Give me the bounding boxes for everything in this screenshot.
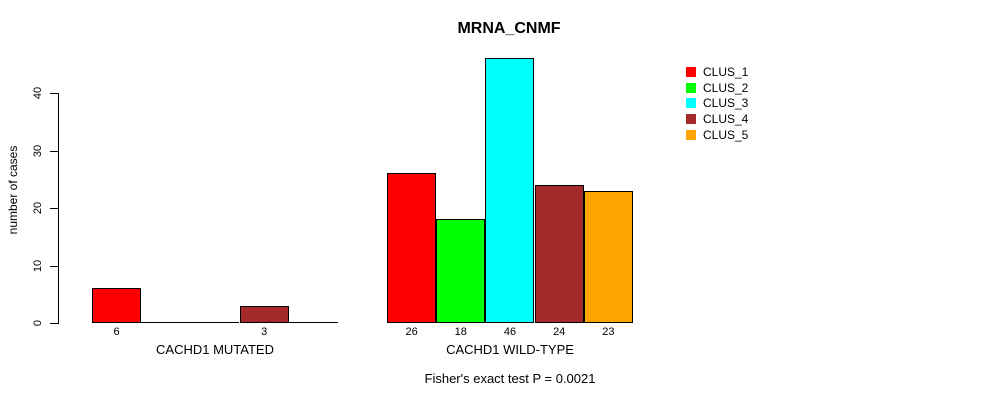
legend-label: CLUS_2	[703, 80, 749, 95]
bar-value-label: 23	[602, 326, 615, 338]
bar-value-label: 24	[553, 326, 566, 338]
y-tick-label: 10	[32, 259, 44, 272]
y-tick-label: 30	[32, 144, 44, 157]
zero-height-bar	[289, 322, 338, 323]
bar-value-label: 26	[405, 326, 418, 338]
y-tick-mark	[50, 265, 58, 267]
legend-label: CLUS_5	[703, 127, 749, 142]
bar-clus_4	[535, 185, 584, 323]
bar-clus_3	[485, 58, 534, 323]
y-tick-mark	[50, 323, 58, 324]
bar-value-label: 46	[503, 326, 517, 338]
y-axis-label: number of cases	[6, 145, 20, 235]
legend-swatch-icon	[686, 82, 696, 93]
bar-clus_2	[436, 219, 485, 323]
zero-height-bar	[190, 322, 239, 323]
bar-clus_1	[387, 173, 436, 323]
group-label-wildtype: CACHD1 WILD-TYPE	[446, 342, 574, 357]
zero-height-bar	[141, 322, 190, 323]
y-tick-label: 0	[32, 319, 44, 327]
y-tick-label: 40	[32, 86, 44, 100]
y-axis-line	[58, 93, 59, 324]
fisher-test-annotation: Fisher's exact test P = 0.0021	[424, 371, 596, 386]
bar-value-label: 3	[261, 326, 268, 338]
y-tick-mark	[50, 208, 58, 209]
chart-title: MRNA_CNMF	[457, 20, 561, 37]
bar-clus_5	[584, 191, 633, 323]
legend-label: CLUS_4	[703, 112, 749, 127]
y-tick-mark	[50, 93, 58, 94]
legend-swatch-icon	[686, 67, 696, 77]
group-label-mutated: CACHD1 MUTATED	[156, 342, 274, 357]
legend-swatch-icon	[686, 114, 696, 125]
y-tick-mark	[50, 150, 58, 152]
y-tick-label: 20	[32, 201, 44, 215]
legend-swatch-icon	[686, 129, 696, 140]
bar-clus_1	[92, 288, 141, 323]
legend-label: CLUS_1	[703, 65, 749, 79]
legend-label: CLUS_3	[703, 96, 749, 111]
bar-value-label: 18	[454, 326, 467, 338]
legend-swatch-icon	[686, 98, 696, 109]
bar-clus_4	[240, 306, 289, 323]
bar-value-label: 6	[113, 326, 120, 338]
